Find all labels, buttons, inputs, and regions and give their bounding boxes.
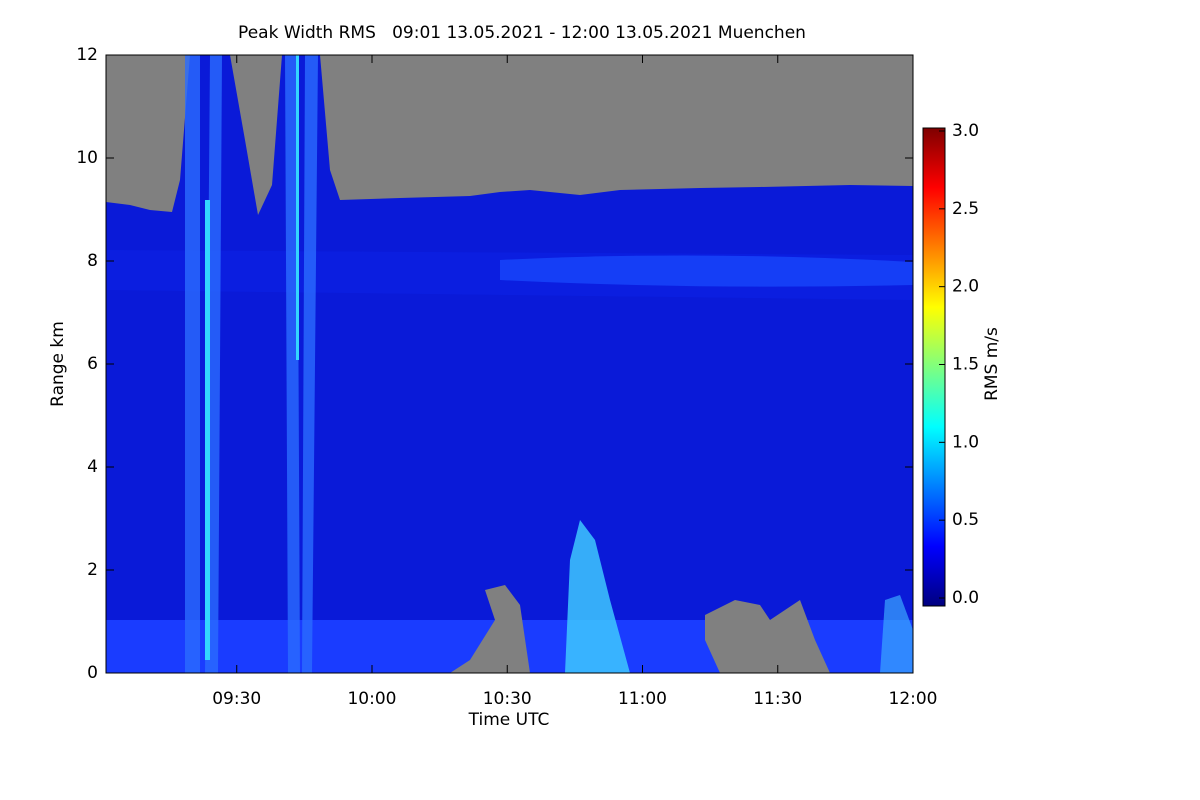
colorbar-label: RMS m/s	[982, 327, 1002, 401]
x-tick-label: 10:00	[347, 689, 396, 709]
heatmap	[106, 55, 913, 673]
x-axis-label: Time UTC	[468, 710, 550, 730]
y-tick-label: 12	[76, 45, 98, 65]
colorbar-tick-label: 2.0	[952, 277, 979, 297]
plume	[285, 55, 318, 673]
y-tick-label: 4	[87, 457, 98, 477]
colorbar	[922, 127, 946, 607]
y-axis-label: Range km	[48, 321, 68, 407]
plume	[185, 55, 222, 673]
y-tick-label: 8	[87, 251, 98, 271]
x-tick-label: 10:30	[483, 689, 532, 709]
colorbar-tick-label: 0.5	[952, 510, 979, 530]
colorbar-tick-label: 3.0	[952, 121, 979, 141]
x-tick-label: 11:30	[753, 689, 802, 709]
colorbar-tick-label: 1.5	[952, 355, 979, 375]
x-tick-label: 12:00	[889, 689, 938, 709]
y-tick-label: 0	[87, 663, 98, 683]
x-tick-label: 09:30	[212, 689, 261, 709]
y-tick-label: 2	[87, 560, 98, 580]
turbulence	[880, 595, 913, 673]
echo-band	[500, 255, 913, 287]
missing-data-area	[705, 600, 830, 673]
turbulence	[565, 520, 630, 673]
chart-title: Peak Width RMS 09:01 13.05.2021 - 12:00 …	[238, 23, 806, 43]
x-tick-label: 11:00	[618, 689, 667, 709]
colorbar-tick-label: 2.5	[952, 199, 979, 219]
y-tick-label: 10	[76, 148, 98, 168]
y-tick-label: 6	[87, 354, 98, 374]
colorbar-tick-label: 1.0	[952, 432, 979, 452]
missing-data-area	[450, 585, 530, 673]
colorbar-tick-label: 0.0	[952, 588, 979, 608]
